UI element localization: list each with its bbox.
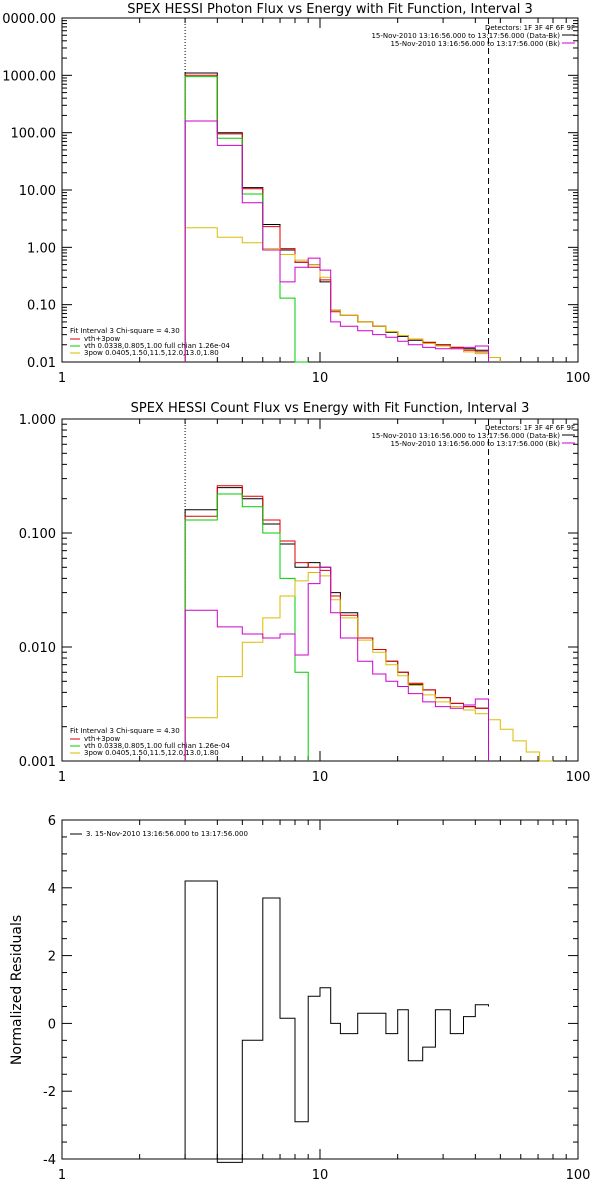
photon-flux-legend-label: vth+3pow xyxy=(84,335,120,343)
count-flux-x-tick-label: 10 xyxy=(312,770,329,785)
photon-flux-x-tick-label: 1 xyxy=(58,371,66,386)
count-flux-fit-legend: Fit Interval 3 Chi-square = 4.30 vth+3po… xyxy=(70,727,230,757)
count-flux-legend-label: vth 0.0338,0.805,1.00 full chian 1.26e-0… xyxy=(84,742,230,750)
count-flux-x-tick-label: 100 xyxy=(566,770,591,785)
count-flux-fit-header: Fit Interval 3 Chi-square = 4.30 xyxy=(70,727,180,735)
photon-flux-legend-label: 3pow 0.0405,1.50,11.5,12.0,13.0,1.80 xyxy=(84,349,219,357)
residuals-y-label: Normalized Residuals xyxy=(9,915,25,1065)
residuals-x-tick-label: 1 xyxy=(58,1168,66,1183)
photon-flux-fit-header: Fit Interval 3 Chi-square = 4.30 xyxy=(70,327,180,335)
photon-flux-series-data-bk xyxy=(184,72,489,362)
photon-flux-series-bk xyxy=(184,120,489,362)
residuals-panel: Normalized Residuals 1 10 100 -4 -2 0 2 4 6 3. 1… xyxy=(9,814,590,1183)
photon-flux-series-vth xyxy=(184,76,309,363)
photon-flux-y-tick-label: 1000.00 xyxy=(2,69,56,84)
photon-flux-frame xyxy=(61,17,579,363)
photon-flux-series-3pow xyxy=(184,227,501,362)
count-flux-legend-label: 3pow 0.0405,1.50,11.5,12.0,13.0,1.80 xyxy=(84,749,219,757)
residuals-x-tick-label: 10 xyxy=(312,1168,329,1183)
residuals-legend-label: 3. 15-Nov-2010 13:16:56.000 to 13:17:56.… xyxy=(86,830,248,838)
residuals-y-tick-label: -2 xyxy=(43,1085,56,1100)
photon-flux-legend-label: vth 0.0338,0.805,1.00 full chian 1.26e-0… xyxy=(84,342,230,350)
count-flux-series-3pow xyxy=(184,572,553,762)
photon-flux-y-tick-label: 100.00 xyxy=(11,127,57,142)
residuals-y-tick-label: -4 xyxy=(43,1153,56,1168)
residuals-y-tick-label: 4 xyxy=(48,882,56,897)
count-flux-series-bk xyxy=(184,566,489,761)
residuals-axes: 1 10 100 -4 -2 0 2 4 6 xyxy=(43,814,590,1183)
count-flux-y-tick-label: 0.100 xyxy=(19,527,56,542)
count-flux-x-tick-label: 1 xyxy=(58,770,66,785)
count-flux-series-vth-3pow xyxy=(184,485,489,761)
count-flux-marks xyxy=(184,419,553,762)
photon-flux-x-tick-label: 10 xyxy=(312,371,329,386)
count-flux-axes: 1 10 100 0.001 0.010 0.100 1.000 xyxy=(19,413,591,785)
photon-flux-series-vth-3pow xyxy=(184,74,489,362)
count-flux-y-tick-label: 0.001 xyxy=(19,755,56,770)
count-flux-title: SPEX HESSI Count Flux vs Energy with Fit… xyxy=(131,401,530,416)
count-flux-header-line: 15-Nov-2010 13:16:56.000 to 13:17:56.000… xyxy=(371,432,560,440)
count-flux-header-line: Detectors: 1F 3F 4F 6F 9F xyxy=(485,424,575,432)
photon-flux-axes: 1 10 100 0.01 0.10 1.00 10.00 100.00 1000.00 0000… xyxy=(2,12,590,386)
residuals-y-tick-label: 6 xyxy=(48,814,56,829)
photon-flux-y-tick-label: 0000.00 xyxy=(2,12,56,27)
count-flux-header: Detectors: 1F 3F 4F 6F 9F 15-Nov-2010 13… xyxy=(371,424,575,448)
count-flux-y-tick-label: 1.000 xyxy=(19,413,56,428)
count-flux-header-line: 15-Nov-2010 13:16:56.000 to 13:17:56.000… xyxy=(390,440,560,448)
photon-flux-marks xyxy=(184,18,501,363)
photon-flux-header-line: Detectors: 1F 3F 4F 6F 9F xyxy=(485,24,575,32)
photon-flux-header: Detectors: 1F 3F 4F 6F 9F 15-Nov-2010 13… xyxy=(371,24,575,48)
photon-flux-title: SPEX HESSI Photon Flux vs Energy with Fi… xyxy=(127,2,533,17)
residuals-y-tick-label: 2 xyxy=(48,950,56,965)
photon-flux-header-line: 15-Nov-2010 13:16:56.000 to 13:17:56.000… xyxy=(390,40,560,48)
residuals-marks xyxy=(184,880,489,1163)
count-flux-panel: SPEX HESSI Count Flux vs Energy with Fit… xyxy=(19,401,591,785)
photon-flux-y-tick-label: 0.01 xyxy=(27,356,56,371)
count-flux-series-vth xyxy=(184,493,309,761)
residuals-series-line xyxy=(184,880,489,1163)
residuals-x-tick-label: 100 xyxy=(566,1168,591,1183)
count-flux-frame xyxy=(61,418,579,762)
count-flux-series-data-bk xyxy=(184,487,489,761)
photon-flux-y-tick-label: 10.00 xyxy=(19,184,56,199)
residuals-y-tick-label: 0 xyxy=(48,1017,56,1032)
photon-flux-panel: SPEX HESSI Photon Flux vs Energy with Fi… xyxy=(2,2,590,386)
count-flux-legend-label: vth+3pow xyxy=(84,735,120,743)
photon-flux-y-tick-label: 0.10 xyxy=(27,299,56,314)
count-flux-y-tick-label: 0.010 xyxy=(19,641,56,656)
photon-flux-header-line: 15-Nov-2010 13:16:56.000 to 13:17:56.000… xyxy=(371,32,560,40)
photon-flux-x-tick-label: 100 xyxy=(566,371,591,386)
photon-flux-fit-legend: Fit Interval 3 Chi-square = 4.30 vth+3po… xyxy=(70,327,230,357)
photon-flux-y-tick-label: 1.00 xyxy=(27,241,56,256)
